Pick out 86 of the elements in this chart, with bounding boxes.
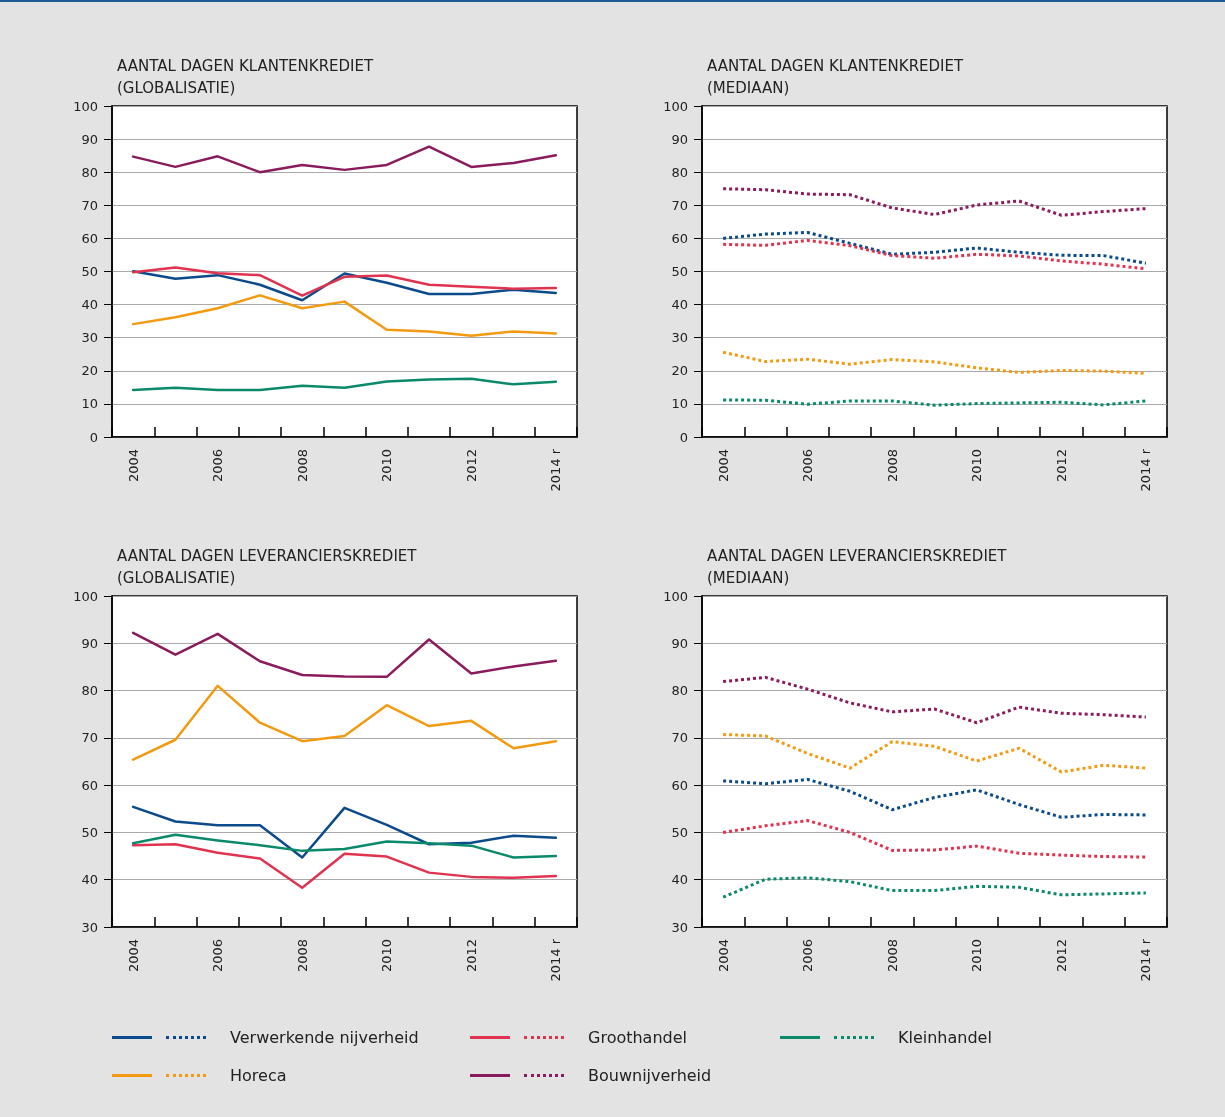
legend-label: Horeca xyxy=(230,1066,287,1085)
x-tick-label: 2014 r xyxy=(1138,938,1154,982)
x-tick-label: 2010 xyxy=(969,939,985,973)
y-tick-label: 0 xyxy=(679,429,688,445)
x-tick-label: 2006 xyxy=(210,449,226,483)
y-tick-label: 30 xyxy=(671,919,688,935)
y-tick-label: 100 xyxy=(663,98,688,114)
y-tick-label: 30 xyxy=(81,919,98,935)
y-tick-label: 70 xyxy=(671,730,688,746)
y-tick-label: 50 xyxy=(671,824,688,840)
y-tick-label: 70 xyxy=(81,730,98,746)
y-tick-label: 80 xyxy=(671,683,688,699)
line-series xyxy=(721,819,1148,859)
y-tick-label: 80 xyxy=(81,683,98,699)
y-tick-label: 100 xyxy=(663,588,688,604)
line-series xyxy=(131,833,558,859)
y-tick-label: 50 xyxy=(671,264,688,279)
chart-title: AANTAL DAGEN KLANTENKREDIET (GLOBALISATIE) xyxy=(117,57,374,97)
line-series xyxy=(131,377,558,392)
y-tick-label: 50 xyxy=(81,824,98,840)
y-tick-label: 70 xyxy=(671,197,688,213)
y-tick-label: 0 xyxy=(89,429,98,445)
line-series xyxy=(721,187,1148,217)
x-tick-label: 2008 xyxy=(884,939,900,973)
x-tick-label: 2012 xyxy=(463,939,479,973)
line-series xyxy=(131,805,558,859)
line-series xyxy=(721,733,1148,774)
x-tick-label: 2006 xyxy=(800,449,816,483)
x-tick-label: 2004 xyxy=(715,939,731,973)
x-tick-label: 2008 xyxy=(884,449,900,483)
y-tick-label: 30 xyxy=(81,330,98,346)
x-tick-label: 2010 xyxy=(969,449,985,483)
x-tick-label: 2004 xyxy=(125,449,141,483)
x-tick-label: 2012 xyxy=(1053,939,1069,973)
x-tick-label: 2014 r xyxy=(548,938,564,982)
line-series xyxy=(131,294,558,337)
line-series xyxy=(131,631,558,679)
x-tick-label: 2012 xyxy=(463,449,479,483)
line-series xyxy=(721,777,1148,819)
chart-title: AANTAL DAGEN LEVERANCIERSKREDIET (MEDIAAN) xyxy=(707,547,1008,587)
y-tick-label: 90 xyxy=(671,635,688,651)
y-tick-label: 60 xyxy=(671,230,688,246)
y-tick-label: 60 xyxy=(81,230,98,246)
y-tick-label: 20 xyxy=(81,363,98,379)
y-tick-label: 100 xyxy=(73,98,98,114)
line-series xyxy=(721,675,1148,725)
line-series xyxy=(721,876,1148,899)
y-tick-label: 90 xyxy=(81,635,98,651)
x-tick-label: 2014 r xyxy=(548,448,564,492)
y-tick-label: 90 xyxy=(671,131,688,147)
y-tick-label: 40 xyxy=(81,297,98,313)
line-series xyxy=(721,230,1148,265)
y-tick-label: 30 xyxy=(671,330,688,346)
x-tick-label: 2004 xyxy=(715,449,731,483)
legend-label: Verwerkende nijverheid xyxy=(230,1028,419,1047)
legend-label: Groothandel xyxy=(588,1028,688,1047)
y-tick-label: 60 xyxy=(671,777,688,793)
legend-label: Bouwnijverheid xyxy=(588,1066,712,1085)
x-tick-label: 2008 xyxy=(294,449,310,483)
x-tick-label: 2014 r xyxy=(1138,448,1154,492)
y-tick-label: 20 xyxy=(671,363,688,379)
y-tick-label: 50 xyxy=(81,264,98,279)
line-series xyxy=(131,684,558,761)
x-tick-label: 2006 xyxy=(800,939,816,973)
y-tick-label: 90 xyxy=(81,131,98,147)
chart-title: AANTAL DAGEN KLANTENKREDIET (MEDIAAN) xyxy=(707,57,964,97)
y-tick-label: 40 xyxy=(81,872,98,888)
line-series xyxy=(131,843,558,889)
y-tick-label: 60 xyxy=(81,777,98,793)
y-tick-label: 80 xyxy=(81,164,98,180)
y-tick-label: 10 xyxy=(81,396,98,412)
y-tick-label: 40 xyxy=(671,297,688,313)
y-tick-label: 70 xyxy=(81,197,98,213)
x-tick-label: 2012 xyxy=(1053,449,1069,483)
chart-title: AANTAL DAGEN LEVERANCIERSKREDIET (GLOBALISATIE) xyxy=(117,547,418,587)
legend-label: Kleinhandel xyxy=(898,1028,992,1047)
y-tick-label: 100 xyxy=(73,588,98,604)
x-tick-label: 2006 xyxy=(210,939,226,973)
line-series xyxy=(131,145,558,174)
y-tick-label: 10 xyxy=(671,396,688,412)
y-tick-label: 40 xyxy=(671,872,688,888)
y-tick-label: 80 xyxy=(671,164,688,180)
x-tick-label: 2008 xyxy=(294,939,310,973)
x-tick-label: 2010 xyxy=(379,939,395,973)
x-tick-label: 2004 xyxy=(125,939,141,973)
x-tick-label: 2010 xyxy=(379,449,395,483)
